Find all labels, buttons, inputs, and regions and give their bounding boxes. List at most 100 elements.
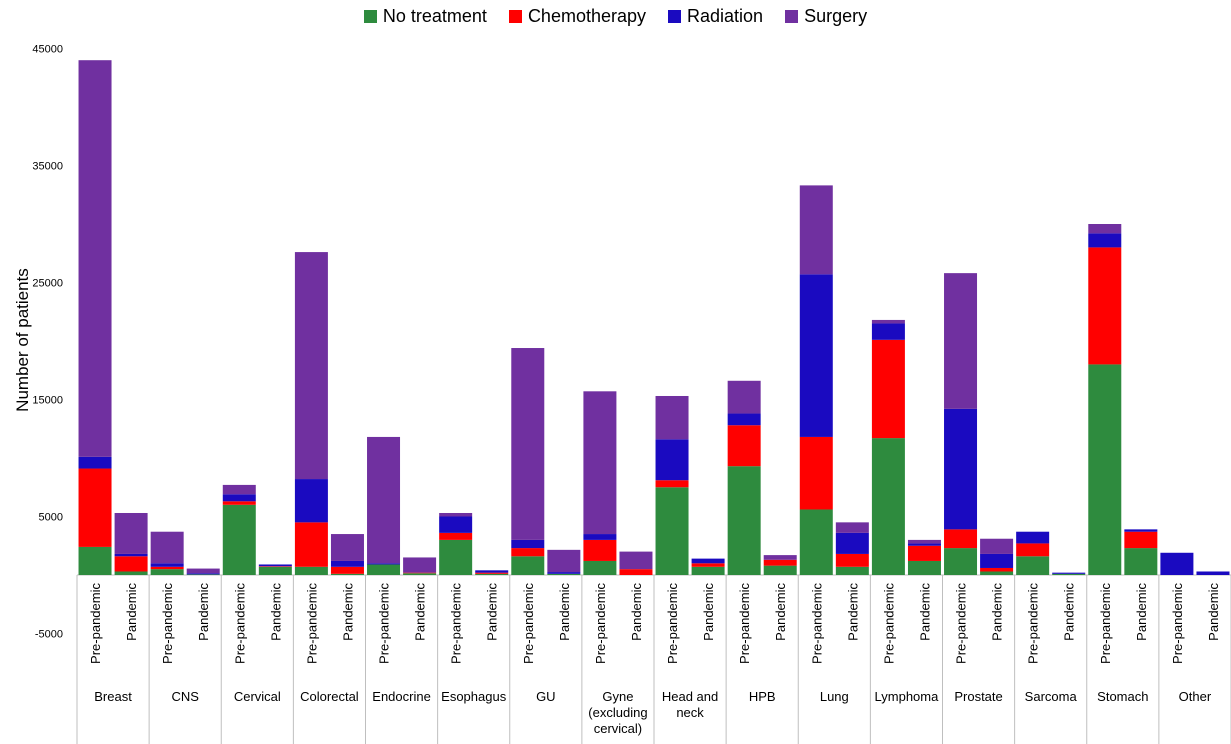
group-label: Gyne (excluding cervical) bbox=[588, 689, 647, 736]
bar-segment bbox=[186, 574, 220, 575]
x-tick-label: Pandemic bbox=[485, 583, 500, 641]
bar-segment bbox=[439, 532, 473, 540]
x-tick-label: Pandemic bbox=[990, 583, 1005, 641]
bar-segment bbox=[330, 566, 364, 574]
x-tick-label: Pandemic bbox=[845, 583, 860, 641]
bar-segment bbox=[114, 556, 148, 572]
bar-segment bbox=[258, 566, 292, 575]
group-label: Colorectal bbox=[300, 689, 359, 704]
x-tick-label: Pre-pandemic bbox=[881, 583, 896, 664]
bar-segment bbox=[691, 558, 725, 564]
y-tick-label: 45000 bbox=[32, 44, 63, 56]
bar-segment bbox=[583, 534, 617, 540]
bar-segment bbox=[1124, 529, 1158, 532]
x-tick-label: Pandemic bbox=[557, 583, 572, 641]
bar-segment bbox=[907, 539, 941, 544]
bar-segment bbox=[655, 395, 689, 440]
bar-segment bbox=[186, 568, 220, 574]
bar-segment bbox=[691, 563, 725, 567]
y-tick-label: 25000 bbox=[32, 278, 63, 290]
bar-segment bbox=[763, 555, 797, 560]
bar-segment bbox=[1052, 572, 1086, 574]
bar-segment bbox=[1016, 556, 1050, 575]
group-label: Sarcoma bbox=[1025, 689, 1078, 704]
bar-segment bbox=[222, 501, 256, 505]
bar-segment bbox=[799, 509, 833, 575]
group-label: HPB bbox=[749, 689, 776, 704]
legend-label: Radiation bbox=[687, 6, 764, 26]
x-tick-label: Pre-pandemic bbox=[304, 583, 319, 664]
y-tick-label: 15000 bbox=[32, 395, 63, 407]
x-tick-label: Pandemic bbox=[1062, 583, 1077, 641]
bar-segment bbox=[583, 391, 617, 535]
bar-segment bbox=[871, 323, 905, 340]
legend-label: Chemotherapy bbox=[527, 6, 647, 26]
bar-segment bbox=[294, 479, 328, 523]
bar-segment bbox=[150, 563, 184, 567]
x-tick-label: Pre-pandemic bbox=[232, 583, 247, 664]
bar-segment bbox=[907, 545, 941, 561]
bar-segment bbox=[655, 439, 689, 481]
bar-segment bbox=[835, 532, 869, 554]
y-axis-label: Number of patients bbox=[13, 268, 32, 412]
bar-segment bbox=[475, 570, 509, 573]
bar-segment bbox=[691, 566, 725, 575]
bar-segment bbox=[583, 560, 617, 575]
bar-segment bbox=[1088, 364, 1122, 575]
bar-segment bbox=[1124, 531, 1158, 549]
x-tick-label: Pandemic bbox=[773, 583, 788, 641]
bar-segment bbox=[150, 569, 184, 575]
group-label: Head and neck bbox=[662, 689, 718, 720]
bars-layer bbox=[78, 60, 1230, 575]
bar-segment bbox=[871, 319, 905, 324]
bar-segment bbox=[763, 559, 797, 566]
group-label: Lymphoma bbox=[875, 689, 940, 704]
y-tick-label: 5000 bbox=[39, 512, 63, 524]
x-tick-label: Pre-pandemic bbox=[954, 583, 969, 664]
group-label: Lung bbox=[820, 689, 849, 704]
bar-segment bbox=[1196, 571, 1230, 575]
x-tick-label: Pandemic bbox=[1134, 583, 1149, 641]
bar-segment bbox=[835, 522, 869, 533]
bar-segment bbox=[1088, 247, 1122, 365]
bar-segment bbox=[799, 185, 833, 275]
bar-segment bbox=[114, 553, 148, 557]
bar-segment bbox=[1088, 224, 1122, 234]
bar-segment bbox=[1016, 531, 1050, 544]
bar-segment bbox=[907, 560, 941, 575]
legend-item: Chemotherapy bbox=[508, 6, 647, 27]
bar-segment bbox=[655, 487, 689, 575]
bar-segment bbox=[330, 534, 364, 561]
bar-segment bbox=[1160, 552, 1194, 575]
bar-segment bbox=[114, 571, 148, 575]
legend-item: Radiation bbox=[668, 6, 763, 27]
bar-segment bbox=[330, 573, 364, 575]
bar-segment bbox=[655, 480, 689, 488]
x-tick-label: Pre-pandemic bbox=[449, 583, 464, 664]
legend-item: No treatment bbox=[363, 6, 487, 27]
x-tick-label: Pre-pandemic bbox=[1170, 583, 1185, 664]
bar-segment bbox=[980, 571, 1014, 575]
bar-segment bbox=[907, 543, 941, 546]
bar-segment bbox=[944, 273, 978, 409]
labels-layer: Pre-pandemic Pandemic Pre-pandemic Pandemic… bbox=[88, 583, 1221, 736]
bar-segment bbox=[258, 564, 292, 567]
x-tick-label: Pandemic bbox=[124, 583, 139, 641]
bar-segment bbox=[294, 566, 328, 575]
bar-segment bbox=[511, 548, 545, 557]
group-label: Prostate bbox=[954, 689, 1002, 704]
x-tick-label: Pre-pandemic bbox=[521, 583, 536, 664]
x-tick-label: Pre-pandemic bbox=[593, 583, 608, 664]
bar-segment bbox=[944, 529, 978, 549]
bar-segment bbox=[619, 551, 653, 570]
x-tick-label: Pandemic bbox=[701, 583, 716, 641]
legend: No treatment Chemotherapy Radiation Surgery bbox=[0, 6, 1231, 27]
legend-swatch bbox=[508, 10, 522, 23]
bar-segment bbox=[619, 569, 653, 575]
x-tick-label: Pre-pandemic bbox=[160, 583, 175, 664]
bar-segment bbox=[78, 546, 112, 575]
bar-segment bbox=[1088, 233, 1122, 248]
bar-segment bbox=[944, 548, 978, 575]
bar-segment bbox=[1124, 548, 1158, 575]
bar-segment bbox=[835, 553, 869, 567]
